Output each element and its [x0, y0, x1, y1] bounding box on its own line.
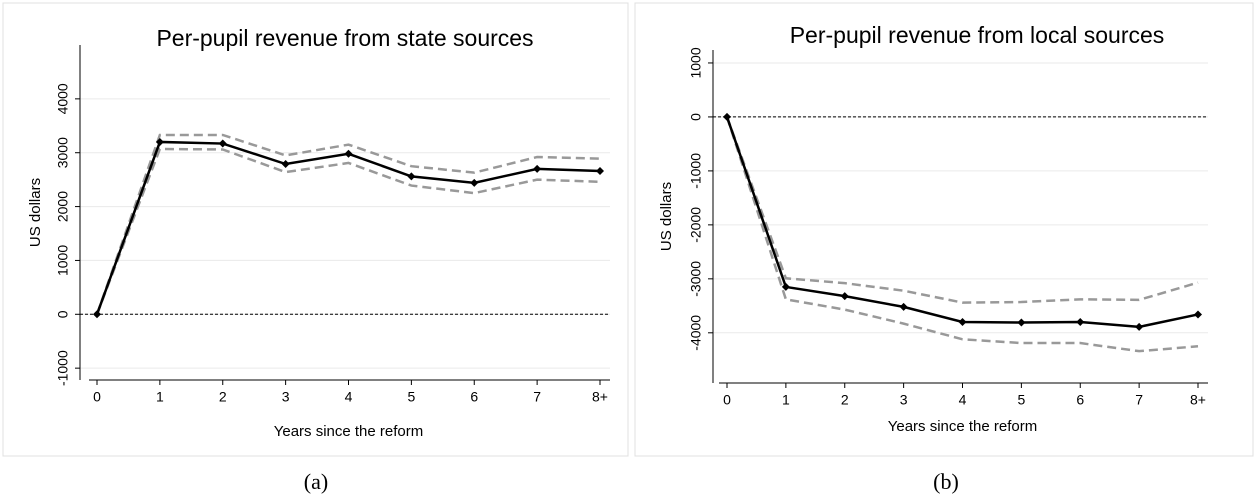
x-tick-label: 7	[1135, 392, 1143, 408]
x-tick-label: 4	[345, 389, 353, 405]
point	[958, 318, 967, 327]
point	[1017, 318, 1026, 327]
x-axis-label: Years since the reform	[888, 418, 1038, 435]
y-tick-label: 2000	[55, 191, 71, 222]
y-axis-label: US dollars	[658, 182, 675, 251]
point	[281, 160, 290, 169]
x-tick-label: 3	[900, 392, 908, 408]
y-tick-label: 0	[688, 113, 704, 121]
x-tick-label: 1	[782, 392, 790, 408]
y-tick-label: -1000	[688, 153, 704, 189]
x-tick-label: 2	[219, 389, 227, 405]
y-tick-label: 4000	[55, 83, 71, 114]
point	[218, 139, 227, 148]
chart-title: Per-pupil revenue from state sources	[156, 25, 533, 51]
point	[1194, 310, 1202, 319]
y-tick-label: -3000	[688, 261, 704, 297]
x-tick-label: 0	[93, 389, 101, 405]
point	[93, 310, 101, 319]
point	[470, 178, 479, 187]
x-tick-label: 2	[841, 392, 849, 408]
point	[1076, 318, 1085, 327]
point	[596, 167, 604, 176]
x-tick-label: 4	[959, 392, 967, 408]
chart-title: Per-pupil revenue from local sources	[790, 22, 1165, 48]
x-tick-label: 6	[1076, 392, 1084, 408]
point	[344, 149, 353, 158]
series-line	[95, 133, 601, 315]
panel-border	[2, 2, 629, 457]
caption: (a)	[304, 469, 328, 494]
point	[899, 302, 908, 311]
point	[1135, 322, 1144, 331]
x-tick-label: 0	[723, 392, 731, 408]
series-line	[95, 140, 601, 315]
point	[155, 137, 164, 146]
y-tick-label: 1000	[688, 47, 704, 78]
caption: (b)	[933, 469, 959, 494]
series-line	[95, 147, 601, 315]
point	[840, 292, 849, 301]
x-tick-label: 8+	[592, 389, 608, 405]
y-tick-label: 1000	[55, 245, 71, 276]
y-tick-label: -1000	[55, 350, 71, 386]
x-axis-label: Years since the reform	[274, 423, 424, 440]
point	[781, 282, 790, 291]
panel-border	[634, 2, 1254, 457]
x-tick-label: 5	[1017, 392, 1025, 408]
x-tick-label: 6	[470, 389, 478, 405]
y-tick-label: 0	[55, 310, 71, 318]
point	[533, 164, 542, 173]
y-tick-label: -4000	[688, 315, 704, 351]
series-line	[725, 116, 1199, 304]
series-line	[725, 116, 1199, 353]
series-line	[725, 116, 1199, 329]
x-tick-label: 5	[407, 389, 415, 405]
y-tick-label: -2000	[688, 207, 704, 243]
y-tick-label: 3000	[55, 137, 71, 168]
y-axis-label: US dollars	[27, 178, 44, 247]
x-tick-label: 3	[282, 389, 290, 405]
x-tick-label: 8+	[1190, 392, 1206, 408]
x-tick-label: 7	[533, 389, 541, 405]
point	[407, 172, 416, 181]
x-tick-label: 1	[156, 389, 164, 405]
point	[723, 112, 731, 121]
